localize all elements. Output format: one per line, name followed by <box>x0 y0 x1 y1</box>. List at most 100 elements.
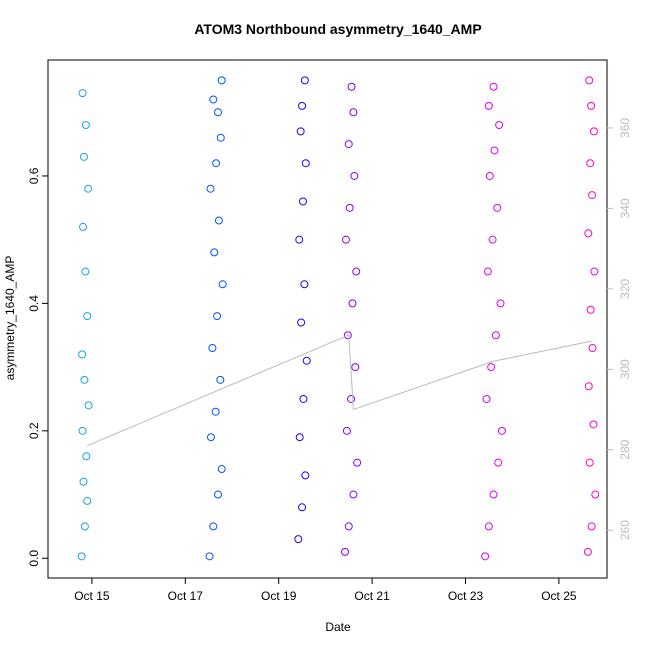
point <box>298 503 307 512</box>
point <box>585 76 594 85</box>
point <box>213 108 222 117</box>
x-tick-label: Oct 17 <box>168 589 204 603</box>
point <box>208 343 217 352</box>
point <box>213 490 222 499</box>
point <box>302 356 311 365</box>
x-tick-label: Oct 25 <box>541 589 577 603</box>
point <box>344 140 353 149</box>
y2-tick-label: 300 <box>618 359 632 379</box>
point <box>496 299 505 308</box>
point <box>79 222 88 231</box>
point <box>209 95 218 104</box>
x-tick-label: Oct 15 <box>74 589 110 603</box>
y-axis-label: asymmetry_1640_AMP <box>3 256 17 381</box>
point <box>84 401 93 410</box>
point <box>218 280 227 289</box>
point <box>296 127 305 136</box>
chart-title: ATOM3 Northbound asymmetry_1640_AMP <box>194 21 481 37</box>
trend-line <box>87 334 592 447</box>
x-tick-label: Oct 21 <box>354 589 390 603</box>
point <box>81 120 90 129</box>
point <box>482 394 491 403</box>
point <box>295 235 304 244</box>
point <box>301 471 310 480</box>
point <box>214 216 223 225</box>
point <box>481 552 490 561</box>
y-tick-label: 0.2 <box>27 422 41 439</box>
plot-frame <box>47 59 608 579</box>
point <box>588 191 597 200</box>
point <box>80 375 89 384</box>
point <box>84 184 93 193</box>
y-tick-label: 0.6 <box>27 167 41 184</box>
point <box>342 426 351 435</box>
y2-tick-label: 320 <box>618 279 632 299</box>
point <box>294 535 303 544</box>
point <box>491 331 500 340</box>
point <box>484 101 493 110</box>
point <box>80 522 89 531</box>
point <box>587 101 596 110</box>
point <box>79 152 88 161</box>
point <box>206 184 215 193</box>
point <box>348 299 357 308</box>
point <box>350 171 359 180</box>
point <box>301 159 310 168</box>
point <box>298 101 307 110</box>
point <box>493 203 502 212</box>
point <box>82 452 91 461</box>
point <box>590 267 599 276</box>
point <box>81 267 90 276</box>
point <box>78 350 87 359</box>
point <box>343 331 352 340</box>
point <box>83 496 92 505</box>
point <box>584 229 593 238</box>
point <box>487 363 496 372</box>
point <box>83 312 92 321</box>
y2-tick-label: 360 <box>618 118 632 138</box>
point <box>344 522 353 531</box>
point <box>295 433 304 442</box>
y2-tick-label: 260 <box>618 520 632 540</box>
point <box>217 465 226 474</box>
point <box>216 375 225 384</box>
x-tick-label: Oct 19 <box>261 589 297 603</box>
point <box>587 522 596 531</box>
point <box>489 82 498 91</box>
point <box>78 89 87 98</box>
point <box>300 280 309 289</box>
point <box>217 76 226 85</box>
x-tick-label: Oct 23 <box>448 589 484 603</box>
point <box>213 312 222 321</box>
point <box>205 552 214 561</box>
point <box>78 426 87 435</box>
y-tick-label: 0.0 <box>27 550 41 567</box>
point <box>349 490 358 499</box>
point <box>488 235 497 244</box>
point <box>297 318 306 327</box>
point <box>351 363 360 372</box>
point <box>77 552 86 561</box>
point <box>341 235 350 244</box>
point <box>584 382 593 391</box>
point <box>300 76 309 85</box>
point <box>583 547 592 556</box>
x-axis-label: Date <box>325 620 351 634</box>
point <box>485 171 494 180</box>
point <box>591 490 600 499</box>
point <box>494 458 503 467</box>
point <box>210 248 219 257</box>
point <box>299 394 308 403</box>
point <box>586 159 595 168</box>
point <box>298 197 307 206</box>
point <box>349 108 358 117</box>
point <box>206 433 215 442</box>
point <box>79 477 88 486</box>
point <box>209 522 218 531</box>
point <box>212 159 221 168</box>
point <box>586 305 595 314</box>
point <box>589 127 598 136</box>
point <box>495 120 504 129</box>
point <box>589 420 598 429</box>
